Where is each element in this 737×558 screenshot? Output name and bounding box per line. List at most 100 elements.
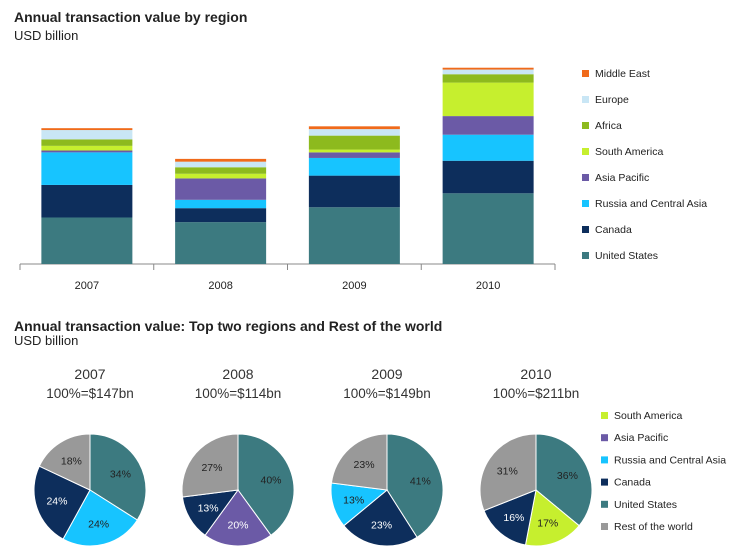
legend-label-south-america: South America <box>595 146 663 158</box>
legend-label-asia-pacific: Asia Pacific <box>595 172 649 184</box>
legend-label-united-states: United States <box>595 250 658 262</box>
legend-label-africa: Africa <box>595 120 622 132</box>
pie-label-2009-russia-and-central-asia: 13% <box>343 495 364 507</box>
stacked-bar-chart: 2007 2008 2009 2010 Middle East Europe Africa S… <box>19 67 707 292</box>
bar-2008-south-america <box>175 173 267 179</box>
bar-2009-asia-pacific <box>308 152 400 158</box>
bar-2010-united-states <box>442 193 534 264</box>
pie-label-2008-rest-of-the-world: 27% <box>201 462 222 474</box>
pie-slice-2007-canada <box>33 465 91 540</box>
bar-2007-south-america <box>41 145 133 151</box>
pie-year-2008: 2008 <box>222 366 253 382</box>
bar-2009-middle-east <box>308 126 400 130</box>
pie-slice-2010-south-america <box>524 489 580 547</box>
pie-label-2007-russia-and-central-asia: 24% <box>88 519 109 531</box>
pie-slice-2010-rest-of-the-world <box>479 433 537 512</box>
pie-total-2009: 100%=$149bn <box>343 386 430 401</box>
x-tick-label-2008: 2008 <box>208 280 232 292</box>
pie-year-2009: 2009 <box>371 366 402 382</box>
pie-slice-2008-rest-of-the-world <box>181 433 239 498</box>
pie-legend-label-south-america: South America <box>614 410 682 422</box>
bar-2008-middle-east <box>175 158 267 162</box>
bar-2007-united-states <box>41 217 133 264</box>
pie-slice-2009-canada <box>343 489 418 547</box>
pie-label-2007-united-states: 34% <box>110 468 131 480</box>
legend-swatch-canada <box>582 226 589 233</box>
bar-2007-canada <box>41 184 133 218</box>
bar-2009-russia-and-central-asia <box>308 157 400 176</box>
pie-legend-label-russia-and-central-asia: Russia and Central Asia <box>614 454 726 466</box>
pie-label-2007-canada: 24% <box>46 496 67 508</box>
legend-label-europe: Europe <box>595 94 629 106</box>
pie-label-2010-rest-of-the-world: 31% <box>497 465 518 477</box>
pie-legend-label-united-states: United States <box>614 499 677 511</box>
pie-label-2008-united-states: 40% <box>261 474 282 486</box>
bar-2007-middle-east <box>41 128 133 131</box>
legend-label-middle-east: Middle East <box>595 68 650 80</box>
pie-label-2010-united-states: 36% <box>557 470 578 482</box>
bar-2009-canada <box>308 175 400 208</box>
pie-legend-swatch-united-states <box>601 500 608 508</box>
pie-label-2010-canada: 16% <box>503 512 524 524</box>
x-tick-label-2007: 2007 <box>75 280 99 292</box>
pie-legend-swatch-south-america <box>601 412 608 419</box>
legend-swatch-asia-pacific <box>582 174 589 181</box>
x-tick-label-2010: 2010 <box>476 280 500 292</box>
pie-legend-swatch-russia-and-central-asia <box>601 456 608 464</box>
bar-2008-russia-and-central-asia <box>175 199 267 209</box>
pie-label-2009-canada: 23% <box>371 519 392 531</box>
pie-legend-swatch-canada <box>601 478 608 486</box>
bar-2010-middle-east <box>442 67 534 70</box>
pie-label-2009-united-states: 41% <box>410 475 431 487</box>
pie-year-2010: 2010 <box>520 366 551 382</box>
pie-total-2007: 100%=$147bn <box>46 386 133 401</box>
pie-slice-2008-united-states <box>237 433 295 537</box>
pie-legend-label-asia-pacific: Asia Pacific <box>614 432 668 444</box>
pie-charts: 2007 100%=$147bn 34% 24% 24% 18% 2008 100%=$114… <box>33 366 726 547</box>
pie-label-2008-asia-pacific: 20% <box>227 520 248 532</box>
bar-2008-europe <box>175 161 267 168</box>
bar-2007-russia-and-central-asia <box>41 152 133 185</box>
bar-2008-africa <box>175 167 267 174</box>
pie-slice-2010-canada <box>483 489 537 546</box>
bar-2009-africa <box>308 135 400 150</box>
bar-2010-asia-pacific <box>442 116 534 135</box>
pie-slice-2010-united-states <box>535 433 593 527</box>
bar-chart-subtitle: USD billion <box>14 28 79 43</box>
bar-2010-europe <box>442 69 534 75</box>
pie-total-2008: 100%=$114bn <box>195 386 281 401</box>
pie-slice-2008-asia-pacific <box>204 489 272 547</box>
bar-chart-title: Annual transaction value by region <box>14 9 248 25</box>
legend-swatch-middle-east <box>582 70 589 77</box>
bar-2010-south-america <box>442 82 534 117</box>
bar-2007-asia-pacific <box>41 150 133 153</box>
legend-swatch-russia-and-central-asia <box>582 200 589 207</box>
pie-legend-swatch-rest-of-the-world <box>601 523 608 530</box>
bar-2008-canada <box>175 208 267 223</box>
bar-2007-africa <box>41 139 133 146</box>
legend-label-russia-and-central-asia: Russia and Central Asia <box>595 198 707 210</box>
pie-chart-title: Annual transaction value: Top two region… <box>14 318 443 334</box>
pie-label-2009-rest-of-the-world: 23% <box>354 459 375 471</box>
bar-2008-united-states <box>175 222 267 264</box>
pie-slice-2007-russia-and-central-asia <box>62 489 138 547</box>
pie-slice-2007-rest-of-the-world <box>38 433 91 491</box>
bar-2009-south-america <box>308 149 400 153</box>
pie-label-2010-south-america: 17% <box>537 518 558 530</box>
pie-label-2007-rest-of-the-world: 18% <box>61 456 82 468</box>
bar-2009-united-states <box>308 207 400 264</box>
bar-2007-europe <box>41 130 133 140</box>
bar-2010-russia-and-central-asia <box>442 134 534 161</box>
x-tick-label-2009: 2009 <box>342 280 366 292</box>
pie-slice-2009-rest-of-the-world <box>330 433 388 491</box>
pie-label-2008-canada: 13% <box>198 503 219 515</box>
bar-2010-africa <box>442 74 534 83</box>
bar-2008-asia-pacific <box>175 178 267 200</box>
legend-swatch-europe <box>582 96 589 103</box>
pie-legend-label-rest-of-the-world: Rest of the world <box>614 521 693 533</box>
legend-swatch-africa <box>582 122 589 129</box>
pie-legend-swatch-asia-pacific <box>601 434 608 442</box>
pie-chart-subtitle: USD billion <box>14 333 79 348</box>
pie-total-2010: 100%=$211bn <box>493 386 579 401</box>
legend-swatch-united-states <box>582 252 589 259</box>
